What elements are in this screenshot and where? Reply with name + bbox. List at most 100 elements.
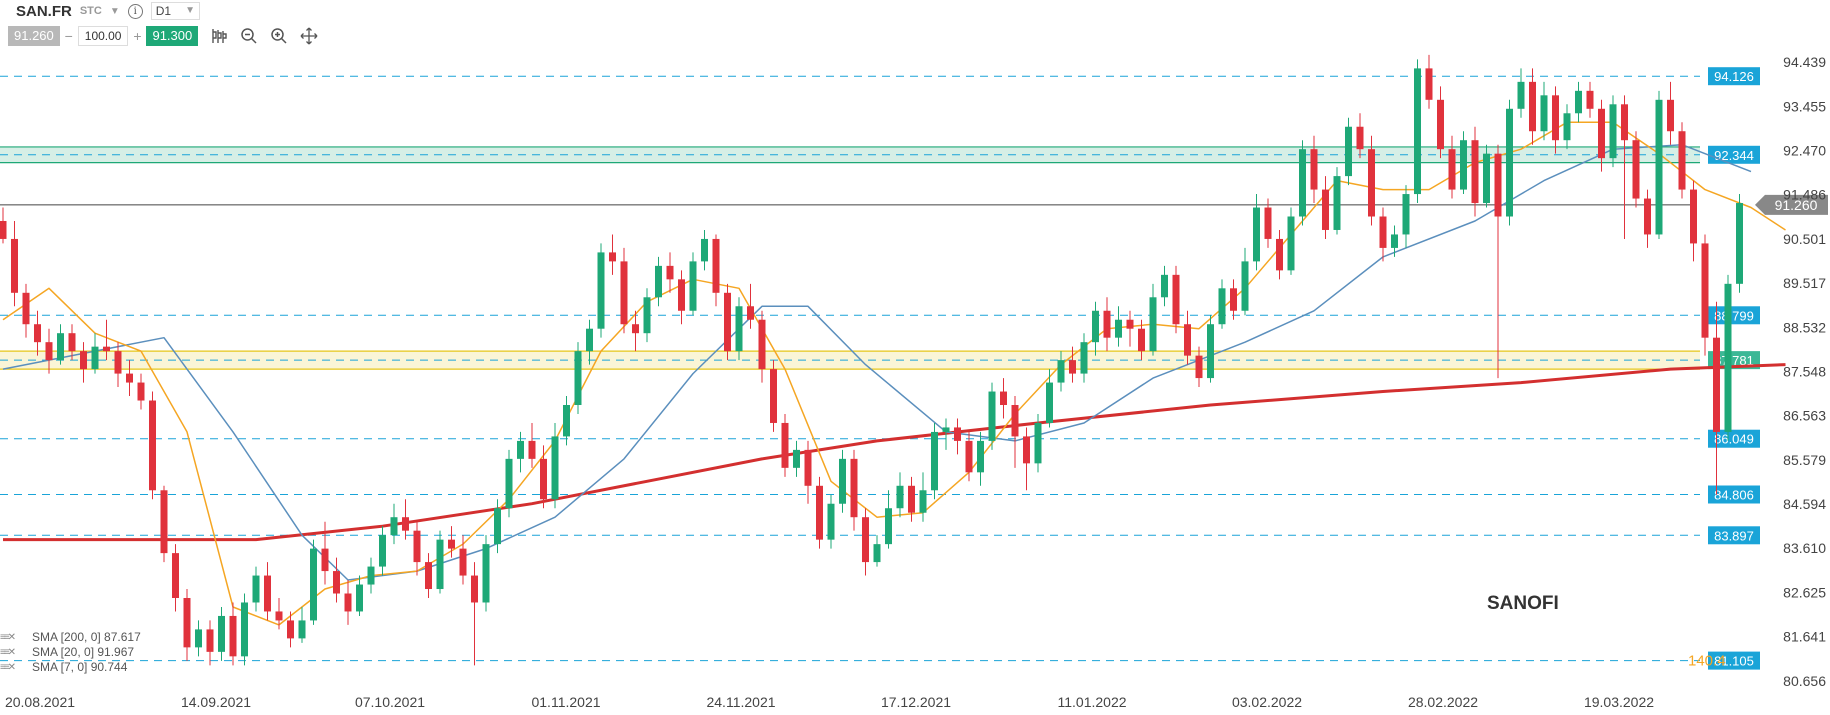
candle-body	[241, 602, 248, 657]
candle-body	[1115, 319, 1122, 338]
candle-body	[413, 530, 421, 563]
candle-body	[1414, 68, 1421, 195]
candle	[1667, 81, 1674, 145]
candle-body	[1046, 382, 1053, 423]
candle-body	[11, 238, 18, 293]
candle	[1000, 378, 1007, 419]
candle-body	[1034, 422, 1042, 464]
decrease-quantity-button[interactable]: −	[64, 28, 73, 44]
candle	[11, 220, 18, 307]
candle	[1126, 310, 1134, 347]
candle	[1356, 113, 1364, 159]
candle	[1080, 333, 1088, 383]
candle-body	[1345, 126, 1352, 177]
x-tick-label: 19.03.2022	[1584, 694, 1654, 710]
candle	[1506, 99, 1513, 226]
chart-tools	[210, 27, 318, 45]
candle-body	[1529, 81, 1536, 132]
candle	[218, 606, 225, 661]
candle	[275, 597, 283, 630]
level-price-label: 94.126	[1714, 69, 1754, 84]
candle	[390, 503, 398, 545]
candle-body	[68, 333, 76, 352]
candle	[367, 557, 375, 594]
candle-body	[172, 553, 179, 598]
instrument-header: SAN.FR STC ▼ i D1 ▼	[0, 0, 560, 22]
legend-item-sma200[interactable]: ≡≡✕ SMA [200, 0] 87.617	[0, 630, 141, 645]
level-price-tag	[1708, 429, 1760, 448]
candle-body	[1356, 126, 1364, 150]
sma20-line	[2, 143, 1752, 581]
candle-body	[1172, 274, 1180, 325]
candle-body	[1092, 310, 1099, 343]
candle	[551, 422, 559, 509]
candles-type-icon[interactable]	[210, 27, 228, 45]
candle	[206, 620, 214, 666]
candle-body	[1000, 391, 1007, 406]
candle	[666, 252, 674, 293]
candle-body	[229, 615, 237, 657]
candle-body	[689, 261, 697, 311]
level-price-tag	[1708, 526, 1760, 545]
candle-body	[1552, 95, 1559, 141]
increase-quantity-button[interactable]: +	[133, 28, 142, 44]
candle-body	[310, 548, 317, 621]
buy-price-button[interactable]: 91.300	[146, 26, 199, 46]
legend-controls-icon[interactable]: ≡≡✕	[0, 647, 16, 658]
candle	[1310, 135, 1318, 204]
candle-body	[804, 449, 812, 486]
candle-body	[321, 548, 329, 572]
candle	[793, 440, 800, 477]
candle	[586, 319, 593, 365]
candle	[1402, 185, 1410, 248]
candle-body	[1701, 243, 1709, 338]
candle	[1391, 225, 1398, 257]
candle-body	[252, 575, 260, 603]
y-tick-label: 86.563	[1783, 408, 1826, 424]
candle-body	[931, 431, 938, 491]
legend-item-sma20[interactable]: ≡≡✕ SMA [20, 0] 91.967	[0, 645, 141, 660]
candle-body	[1713, 337, 1720, 432]
timeframe-select[interactable]: D1 ▼	[150, 2, 200, 20]
candle	[574, 342, 582, 414]
candle-body	[1230, 288, 1237, 311]
candle-body	[954, 427, 961, 441]
price-axis: 94.439 93.455 92.470 91.486 90.501 89.517 88.5…	[1783, 54, 1826, 689]
candle	[1184, 310, 1191, 365]
candle-body	[1609, 104, 1617, 159]
zoom-in-icon[interactable]	[270, 27, 288, 45]
candle-body	[287, 620, 294, 639]
quantity-input[interactable]: 100.00	[77, 26, 129, 46]
candle-body	[45, 342, 53, 361]
pan-icon[interactable]	[300, 27, 318, 45]
indicator-legend: ≡≡✕ SMA [200, 0] 87.617 ≡≡✕ SMA [20, 0] 91…	[0, 630, 141, 675]
candle	[1241, 247, 1249, 316]
candle-body	[494, 508, 501, 545]
candle-body	[436, 539, 444, 590]
legend-label: SMA [7, 0] 90.744	[32, 660, 128, 674]
candle-body	[333, 571, 340, 594]
legend-controls-icon[interactable]: ≡≡✕	[0, 632, 16, 643]
info-icon[interactable]: i	[127, 3, 143, 19]
candle	[1264, 198, 1272, 248]
candle	[321, 521, 329, 585]
candle-body	[1057, 360, 1065, 383]
symbol-label[interactable]: SAN.FR	[16, 2, 72, 20]
candle-body	[471, 575, 478, 603]
candle	[1460, 131, 1467, 195]
candle	[1368, 135, 1375, 226]
candle	[643, 288, 651, 343]
candle	[1540, 81, 1548, 141]
zoom-out-icon[interactable]	[240, 27, 258, 45]
instrument-dropdown-icon[interactable]: ▼	[109, 5, 120, 17]
candle	[988, 382, 996, 450]
candle	[149, 391, 156, 500]
level-price-label: 86.049	[1714, 432, 1754, 447]
candle-body	[1575, 90, 1582, 114]
zone-price-label: 92.344	[1714, 148, 1754, 163]
legend-controls-icon[interactable]: ≡≡✕	[0, 662, 16, 673]
legend-item-sma7[interactable]: ≡≡✕ SMA [7, 0] 90.744	[0, 660, 141, 675]
sell-price-button[interactable]: 91.260	[8, 26, 60, 46]
candle-body	[1460, 140, 1467, 190]
